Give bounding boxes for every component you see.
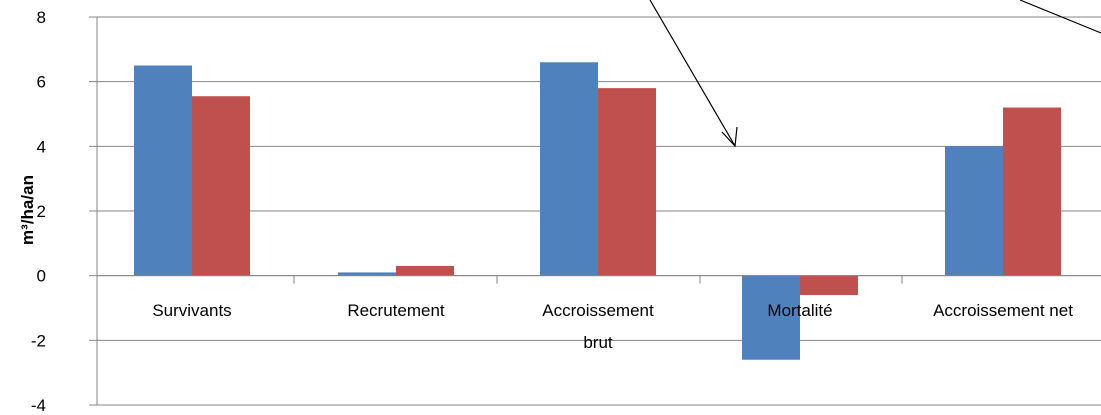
x-category-label: Mortalité [767, 301, 832, 320]
annotation-arrow-head [721, 126, 738, 148]
y-tick-label: -4 [31, 396, 46, 415]
bar-series-1-0 [134, 65, 192, 276]
x-category-label: brut [583, 333, 613, 352]
bars [134, 62, 1061, 360]
x-category-label: Accroissement [542, 301, 654, 320]
annotations [649, 0, 1101, 148]
y-tick-label: 6 [37, 73, 46, 92]
bar-series-2-4 [1003, 107, 1061, 276]
bar-series-2-1 [396, 265, 454, 276]
y-tick-label: -2 [31, 331, 46, 350]
annotation-line-top-right [1019, 0, 1101, 34]
bar-series-2-3 [800, 275, 858, 296]
y-tick-label: 8 [37, 8, 46, 27]
bar-series-1-1 [338, 272, 396, 276]
annotation-arrow-line [649, 0, 736, 147]
y-tick-labels: -4 -2 0 2 4 6 8 [31, 8, 46, 415]
bar-series-1-2 [540, 62, 598, 276]
bar-series-1-3 [742, 275, 800, 360]
y-tick-label: 0 [37, 267, 46, 286]
x-category-label: Accroissement net [933, 301, 1073, 320]
x-category-label: Survivants [152, 301, 231, 320]
bar-series-2-0 [192, 96, 250, 276]
x-category-label: Recrutement [347, 301, 445, 320]
y-tick-label: 4 [37, 137, 46, 156]
bar-series-1-4 [945, 146, 1003, 276]
bar-series-2-2 [598, 88, 656, 276]
x-category-labels: Survivants Recrutement Accroissement brut Mo… [152, 301, 1073, 352]
y-tick-label: 2 [37, 202, 46, 221]
y-axis-title: m³/ha/an [18, 175, 37, 245]
x-axis [96, 275, 1101, 284]
